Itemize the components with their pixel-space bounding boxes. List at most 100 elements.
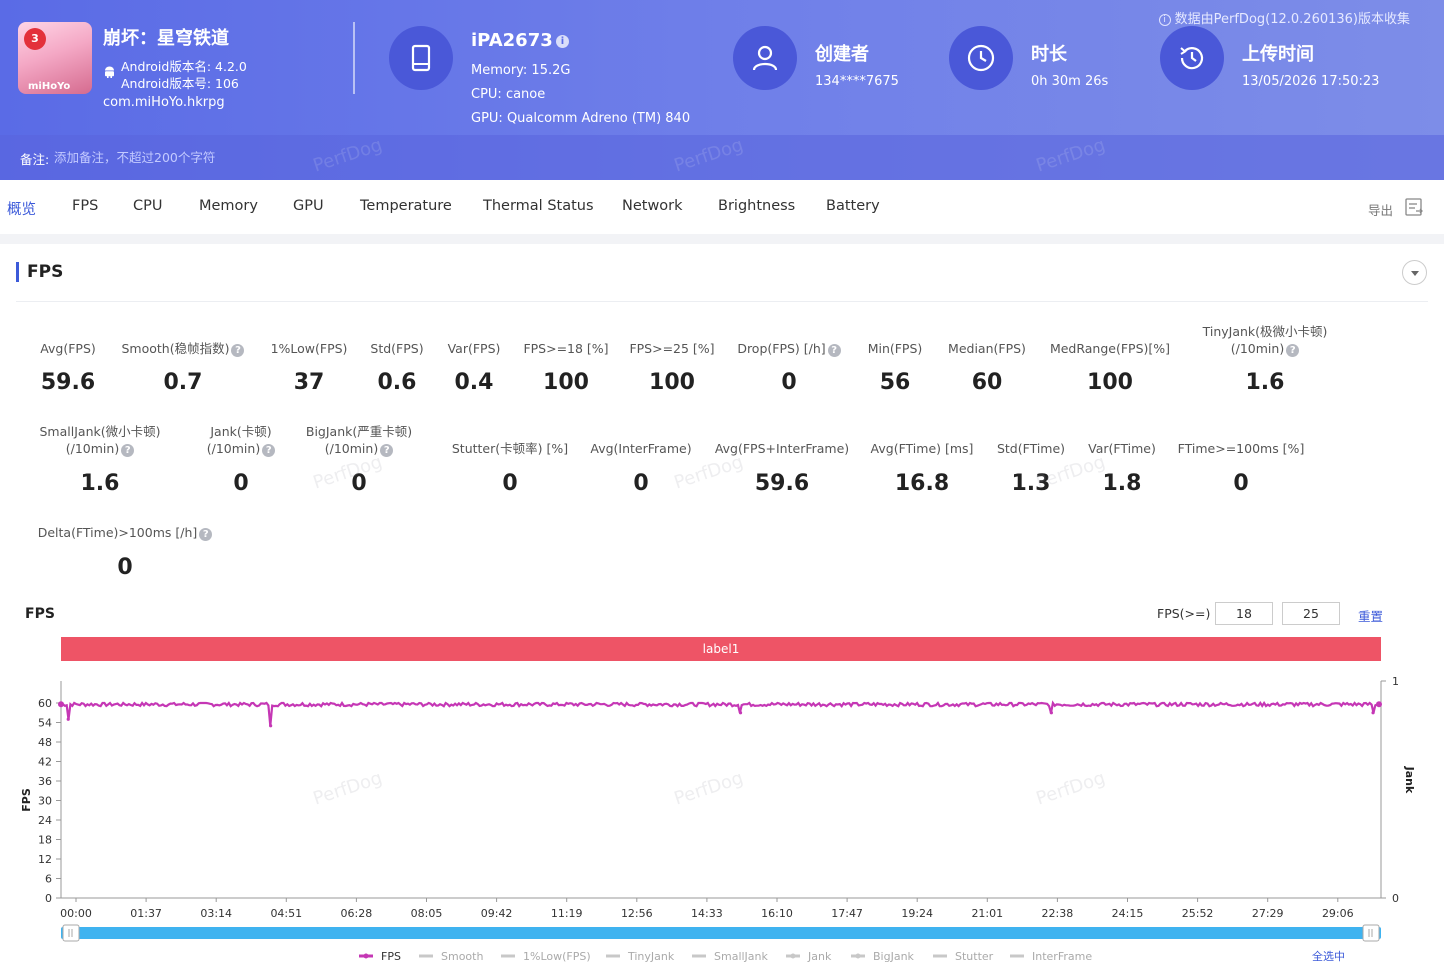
metric-label-text: Avg(FPS) [40,341,96,356]
fps-threshold-1-input[interactable] [1215,602,1273,625]
metric-label-text: Stutter(卡顿率) [%] [451,441,569,456]
metric-value: 37 [293,370,325,395]
metric-label: Std(FPS) [287,340,507,357]
app-icon-badge: 3 [24,28,46,50]
y-tick-label: 6 [45,873,52,886]
y-tick-label: 48 [38,736,52,749]
range-slider-track [61,927,1381,939]
section-divider [16,301,1428,302]
tab-overview[interactable]: 概览 [7,202,36,218]
legend-label[interactable]: 1%Low(FPS) [523,950,591,963]
reset-button[interactable]: 重置 [1358,609,1384,624]
export-button[interactable]: 导出 [1368,203,1394,218]
legend-label[interactable]: Stutter [955,950,994,963]
metric-label-text: Std(FTime) [996,441,1066,456]
upload-icon-circle [1160,26,1224,90]
tab-cpu[interactable]: CPU [133,198,163,214]
tab-battery[interactable]: Battery [826,198,880,214]
tab-gpu[interactable]: GPU [293,198,324,214]
creator-icon-circle [733,26,797,90]
help-icon[interactable]: ? [380,444,394,457]
remark-input[interactable] [54,145,554,169]
x-tick-label: 21:01 [971,907,1003,920]
chart-title: FPS [25,606,55,622]
x-tick-label: 19:24 [901,907,933,920]
y2-tick-label: 0 [1392,892,1399,905]
fps-dip-point [738,711,743,715]
legend-label[interactable]: InterFrame [1032,950,1092,963]
help-icon[interactable]: ? [199,528,213,541]
fps-dip-point [1371,711,1375,715]
y2-axis-label: Jank [1403,766,1416,794]
user-icon [752,45,778,71]
app-version-name: Android版本名: 4.2.0 [121,59,247,74]
label-band [61,637,1381,661]
header-divider [353,22,355,94]
metric-label: 1%Low(FPS) [199,340,419,357]
creator-label: 创建者 [815,44,869,65]
metric-label-text: BigJank(严重卡顿) [305,424,413,439]
x-tick-label: 09:42 [481,907,513,920]
select-all-button[interactable]: 全选中 [1312,949,1345,963]
metric-value: 100 [1087,370,1133,395]
fps-chart: label1 0 6 12 18 24 30 36 42 48 54 60 0 1 FPS Jank 00:00… [20,637,1416,963]
phone-icon [411,44,431,72]
x-tick-label: 01:37 [130,907,162,920]
range-slider-left-handle[interactable] [62,924,80,942]
legend-label[interactable]: SmallJank [714,950,769,963]
legend-label[interactable]: Jank [807,950,832,963]
x-tick-label: 25:52 [1182,907,1214,920]
help-icon[interactable]: ? [827,344,841,357]
metric-label: FTime>=100ms [%] [1131,440,1351,457]
tab-network[interactable]: Network [622,198,683,214]
metric-label-text: Avg(FTime) [ms] [870,441,974,456]
metric-value: 0.4 [454,370,494,395]
metric-label-text: Var(FPS) [447,341,501,356]
metric-label-text: Median(FPS) [948,341,1026,356]
y2-tick-label: 1 [1392,675,1399,688]
metric-label-text: Drop(FPS) [/h] [737,341,826,356]
tab-temperature[interactable]: Temperature [360,198,452,214]
tab-fps[interactable]: FPS [72,198,99,214]
range-slider-right-handle[interactable] [1362,924,1380,942]
legend-label[interactable]: TinyJank [627,950,675,963]
legend-marker [855,953,861,959]
y-axis-label: FPS [20,788,33,812]
metric-label: Std(FTime) [921,440,1141,457]
legend-label[interactable]: Smooth [441,950,483,963]
metric-value: 1.6 [80,471,120,496]
legend-label[interactable]: FPS [381,950,401,963]
help-icon[interactable]: ? [231,344,245,357]
metric-label-text: Jank(卡顿) [210,424,272,439]
tab-memory[interactable]: Memory [199,198,258,214]
y-tick-label: 42 [38,756,52,769]
legend-label[interactable]: BigJank [873,950,915,963]
tab-thermal-status[interactable]: Thermal Status [483,198,594,214]
metric-value: 100 [543,370,589,395]
legend-marker [363,953,369,959]
export-icon[interactable] [1404,197,1424,217]
x-tick-label: 16:10 [761,907,793,920]
y-tick-label: 30 [38,795,52,808]
help-icon[interactable]: ? [121,444,135,457]
metric-label-text: TinyJank(极微小卡顿) [1202,324,1328,339]
device-info-icon[interactable]: i [556,35,569,48]
section-accent-bar [16,262,19,282]
fps-threshold-2-input[interactable] [1282,602,1340,625]
tab-brightness[interactable]: Brightness [718,198,796,214]
fps-series-end-point [1376,701,1382,708]
metric-label-text: FPS>=18 [%] [523,341,609,356]
help-icon[interactable]: ? [262,444,276,457]
metric-label: Avg(InterFrame) [531,440,751,457]
creator-value: 134****7675 [815,74,899,89]
x-tick-label: 04:51 [270,907,302,920]
metric-value: 56 [879,370,911,395]
help-icon[interactable]: ? [1286,344,1300,357]
collapse-button[interactable] [1402,260,1427,285]
metric-value: 100 [649,370,695,395]
device-gpu: GPU: Qualcomm Adreno (TM) 840 [471,111,691,126]
fps-series-start-point [58,701,64,708]
x-tick-label: 11:19 [551,907,583,920]
metric-value: 0.6 [377,370,417,395]
app-package-name: com.miHoYo.hkrpg [103,95,225,110]
